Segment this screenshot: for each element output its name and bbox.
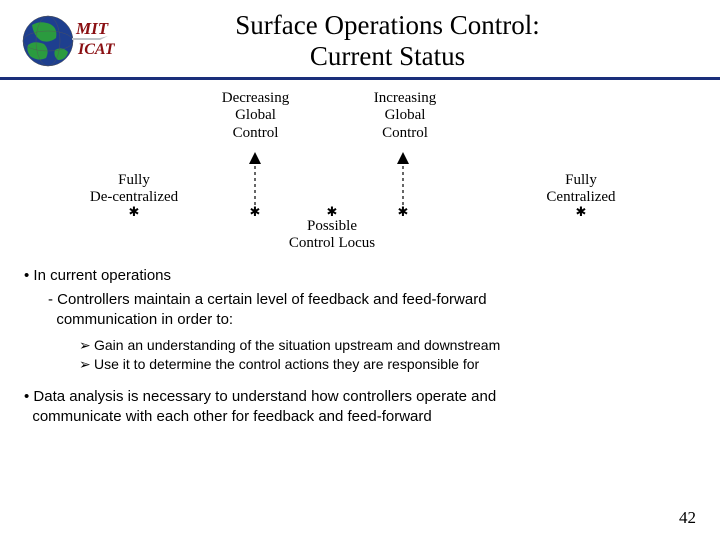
star-marker: ✱	[250, 204, 261, 220]
mit-icat-logo: MIT ICAT	[20, 10, 115, 72]
title-line-1: Surface Operations Control:	[235, 10, 539, 40]
bullet-2-line-2: communicate with each other for feedback…	[32, 408, 431, 425]
arrow-item-2: ➢Use it to determine the control actions…	[79, 356, 696, 373]
bullet-1-text: In current operations	[33, 267, 171, 284]
bullet-2-line-1: Data analysis is necessary to understand…	[33, 388, 496, 405]
page-title: Surface Operations Control: Current Stat…	[135, 10, 700, 72]
bullet-2: • Data analysis is necessary to understa…	[24, 387, 696, 428]
title-divider	[0, 77, 720, 80]
title-line-2: Current Status	[310, 41, 465, 71]
sub-1-line-1: - Controllers maintain a certain level o…	[48, 291, 487, 308]
logo-icat-text: ICAT	[77, 41, 115, 58]
arrow-icon: ➢	[79, 337, 94, 354]
star-marker: ✱	[129, 204, 140, 220]
sub-1-line-2: communication in order to:	[56, 311, 233, 328]
arrow-bullets: ➢Gain an understanding of the situation …	[24, 337, 696, 373]
bullet-1: • In current operations	[24, 267, 696, 284]
bullet-content: • In current operations - Controllers ma…	[0, 267, 720, 427]
diagram-arrows	[60, 90, 660, 255]
arrow-icon: ➢	[79, 356, 94, 373]
logo-mit-text: MIT	[75, 19, 109, 38]
arrow-2-text: Use it to determine the control actions …	[94, 356, 479, 372]
arrow-1-text: Gain an understanding of the situation u…	[94, 337, 500, 353]
arrow-item-1: ➢Gain an understanding of the situation …	[79, 337, 696, 354]
star-marker: ✱	[398, 204, 409, 220]
page-number: 42	[679, 508, 696, 528]
star-marker: ✱	[327, 204, 338, 220]
header: MIT ICAT Surface Operations Control: Cur…	[0, 0, 720, 77]
star-marker: ✱	[576, 204, 587, 220]
sub-bullet-1: - Controllers maintain a certain level o…	[24, 290, 696, 331]
control-locus-diagram: DecreasingGlobalControl IncreasingGlobal…	[60, 90, 660, 255]
